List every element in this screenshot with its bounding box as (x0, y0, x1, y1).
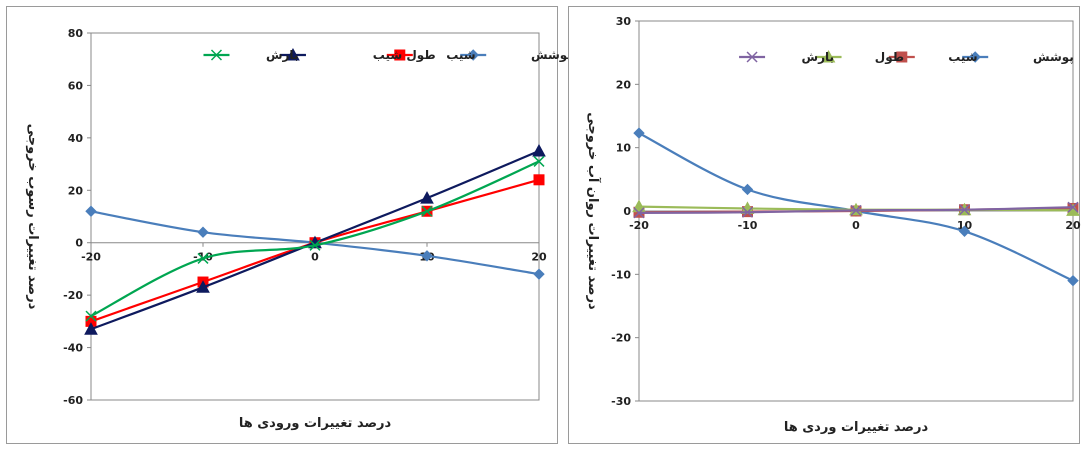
data-point (850, 204, 862, 216)
data-point (197, 252, 209, 264)
data-point (196, 280, 210, 293)
legend-entry-4: بارش (739, 50, 834, 64)
data-point (197, 226, 209, 238)
x-tick-label: 20 (1065, 219, 1081, 232)
legend-label: بارش (802, 50, 834, 64)
y-tick-label: -10 (611, 268, 631, 281)
legend-entry-2: شیب (888, 50, 978, 64)
legend-entry-2: شیب (386, 48, 476, 62)
data-point (633, 207, 645, 219)
data-point (741, 206, 754, 218)
legend-swatch-marker (467, 49, 479, 61)
legend-label: بارش (266, 48, 298, 62)
data-point (633, 127, 645, 139)
y-tick-label: -20 (63, 289, 83, 302)
data-point (958, 225, 971, 237)
x-tick-label: 0 (852, 219, 860, 232)
x-tick-label: 20 (531, 251, 547, 264)
data-point (309, 239, 321, 251)
y-tick-label: 10 (616, 142, 632, 155)
y-tick-label: 20 (616, 78, 632, 91)
y-axis-title: درصد تغییرات روان آب خروجی (585, 112, 602, 310)
data-point (420, 191, 434, 204)
y-tick-label: -30 (611, 395, 631, 408)
runoff-change-chart: -30 -20 -10 0 10 20 30 -20 -10 0 10 20 درصد تغییرات … (585, 15, 1081, 435)
y-tick-label: 80 (68, 27, 84, 40)
legend-entry-4: بارش (203, 48, 298, 62)
legend-entry-3: طول شیب (279, 47, 436, 63)
y-tick-label: -60 (63, 394, 83, 407)
x-tick-label: -10 (738, 219, 758, 232)
data-point (741, 183, 754, 196)
data-point (533, 155, 545, 167)
x-tick-label: -20 (629, 219, 649, 232)
data-point (632, 199, 646, 213)
data-point (533, 174, 545, 186)
legend-swatch-marker (821, 49, 836, 63)
data-point (421, 250, 433, 262)
legend-label: طول (875, 50, 904, 65)
y-tick-label: 40 (68, 132, 84, 145)
plot-area-border (90, 32, 540, 401)
legend-swatch-marker (896, 51, 908, 63)
x-axis-title: درصد تغییرات وردی ها (784, 420, 929, 435)
y-tick-label: 0 (623, 205, 631, 218)
legend-swatch-marker (969, 51, 981, 63)
legend-label: شیب (948, 50, 977, 64)
data-point (958, 204, 971, 216)
data-point (740, 201, 755, 214)
y-tick-label: 30 (616, 15, 632, 28)
legend-label: شیب (446, 48, 475, 62)
x-tick-label: 10 (957, 219, 973, 232)
data-point (85, 310, 97, 322)
y-axis-title: درصد تغییرات رسوب خروجی (25, 124, 40, 310)
legend-label: پوشش (1033, 50, 1074, 65)
data-point (84, 322, 98, 335)
legend-swatch-marker (394, 49, 406, 61)
data-point (849, 202, 863, 216)
y-tick-label: 20 (68, 184, 84, 197)
y-tick-label: 60 (68, 79, 84, 92)
y-tick-label: -20 (611, 332, 631, 345)
x-axis-title: درصد تغییرات ورودی ها (239, 416, 392, 431)
y-tick-label: 0 (75, 237, 83, 250)
x-tick-label: 0 (311, 251, 319, 264)
series-4 (85, 155, 545, 322)
y-tick-label: -40 (63, 342, 83, 355)
data-point (1067, 201, 1079, 213)
legend-entry-1: پوشش (460, 48, 572, 63)
data-point (1067, 274, 1079, 287)
data-point (533, 268, 545, 280)
data-point (532, 143, 546, 157)
legend-label: پوشش (531, 48, 572, 63)
legend-swatch-marker (286, 47, 300, 61)
legend-label: طول شیب (373, 48, 436, 63)
legend-swatch-marker (210, 49, 223, 61)
data-point (421, 205, 433, 217)
legend-entry-1: پوشش (962, 50, 1074, 65)
x-tick-label: -20 (81, 251, 101, 264)
series-4 (633, 201, 1079, 219)
series-3 (84, 143, 546, 335)
legend-swatch-marker (746, 51, 758, 63)
chart-panel-right: -30 -20 -10 0 10 20 30 -20 -10 0 10 20 درصد تغییرات … (568, 6, 1081, 444)
legend-entry-3: طول (815, 49, 904, 65)
data-point (85, 205, 97, 217)
